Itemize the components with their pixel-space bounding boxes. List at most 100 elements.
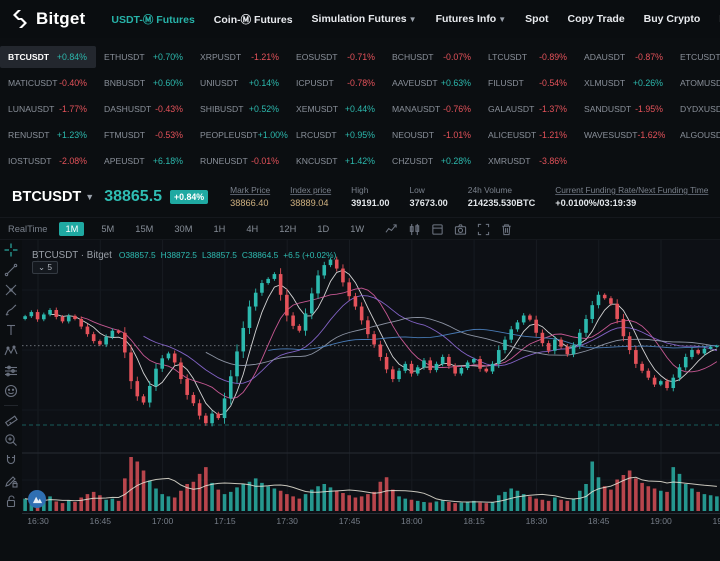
xabcd-pattern-icon[interactable] [3,343,19,359]
ticker-bchusdt[interactable]: BCHUSDT -0.07% [384,46,480,68]
ruler-icon[interactable] [3,412,19,428]
ticker-lrcusdt[interactable]: LRCUSDT +0.95% [288,124,384,146]
ticker-iostusdt[interactable]: IOSTUSDT -2.08% [0,150,96,172]
ticker-apeusdt[interactable]: APEUSDT +6.18% [96,150,192,172]
unlock-all-icon[interactable] [3,493,19,509]
nav-item-futures-info[interactable]: Futures Info ▼ [435,13,507,25]
ticker-symbol: MATICUSDT [8,78,58,88]
fullscreen-icon[interactable] [477,223,490,236]
ticker-change: -0.07% [443,52,471,62]
brush-icon[interactable] [3,302,19,318]
timeframe-1h[interactable]: 1H [213,224,226,234]
delete-icon[interactable] [500,223,513,236]
ticker-wavesusdt[interactable]: WAVESUSDT -1.62% [576,124,672,146]
chart-toolbar-icons [385,223,523,236]
ticker-kncusdt[interactable]: KNCUSDT +1.42% [288,150,384,172]
ticker-peopleusdt[interactable]: PEOPLEUSDT +1.00% [192,124,288,146]
time-axis[interactable]: 16:30 16:45 17:00 17:15 17:30 17:45 18:00 18:15… [22,513,720,529]
indicators-icon[interactable] [385,223,398,236]
ticker-manausdt[interactable]: MANAUSDT -0.76% [384,98,480,120]
ticker-dashusdt[interactable]: DASHUSDT -0.43% [96,98,192,120]
trend-line-icon[interactable] [3,262,19,278]
nav-item-usdt-futures[interactable]: USDT-Ⓜ Futures [111,13,195,26]
nav-item-spot[interactable]: Spot [525,13,549,25]
ticker-xlmusdt[interactable]: XLMUSDT +0.26% [576,72,672,94]
ticker-aliceusdt[interactable]: ALICEUSDT -1.21% [480,124,576,146]
zoom-in-icon[interactable] [3,432,19,448]
timeframe-15m[interactable]: 15M [135,224,154,234]
time-tick: 16:30 [27,516,49,526]
ticker-shibusdt[interactable]: SHIBUSDT +0.52% [192,98,288,120]
sliders-icon[interactable] [3,363,19,379]
ticker-symbol: DYDXUSDT [680,104,720,114]
ticker-sandusdt[interactable]: SANDUSDT -1.95% [576,98,672,120]
ticker-change: -0.71% [347,52,375,62]
emoji-icon[interactable] [3,383,19,399]
bitget-logo[interactable]: Bitget [10,9,85,29]
ticker-algousdt[interactable]: ALGOUSDT [672,124,720,146]
ticker-change: -0.78% [347,78,375,88]
chevron-down-icon[interactable]: ▼ [85,191,95,202]
ticker-xmrusdt[interactable]: XMRUSDT -3.86% [480,150,576,172]
stat-value: 39191.00 [351,198,390,208]
ticker-row: IOSTUSDT -2.08% APEUSDT +6.18% RUNEUSDT -0.01… [0,148,720,174]
ticker-atomusdt[interactable]: ATOMUSDT [672,72,720,94]
ticker-ltcusdt[interactable]: LTCUSDT -0.89% [480,46,576,68]
candlestick-chart[interactable]: BTCUSDT · Bitget O38857.5 H38872.5 L38857.… [22,240,720,513]
timeframe-1m[interactable]: 1M [59,222,85,236]
brand-name: Bitget [36,9,86,28]
chart-watermark-logo[interactable] [28,490,46,508]
time-tick: 18:30 [525,516,548,526]
ticker-chzusdt[interactable]: CHZUSDT +0.28% [384,150,480,172]
magnet-icon[interactable] [3,453,19,469]
nav-item-coin-futures[interactable]: Coin-Ⓜ Futures [213,13,293,26]
ticker-symbol: XEMUSDT [296,104,339,114]
timeframe-12h[interactable]: 12H [279,224,297,234]
ticker-renusdt[interactable]: RENUSDT +1.23% [0,124,96,146]
pair-selector[interactable]: BTCUSDT [12,188,82,205]
nav-item-simulation-futures[interactable]: Simulation Futures ▼ [311,13,417,25]
ticker-eosusdt[interactable]: EOSUSDT -0.71% [288,46,384,68]
ticker-ethusdt[interactable]: ETHUSDT +0.70% [96,46,192,68]
ticker-adausdt[interactable]: ADAUSDT -0.87% [576,46,672,68]
ticker-ftmusdt[interactable]: FTMUSDT -0.53% [96,124,192,146]
candle-style-icon[interactable] [408,223,421,236]
nav-item-buy-crypto[interactable]: Buy Crypto [643,13,701,25]
ticker-aaveusdt[interactable]: AAVEUSDT +0.63% [384,72,480,94]
ticker-filusdt[interactable]: FILUSDT -0.54% [480,72,576,94]
stat-value: +0.0100%/03:19:39 [555,198,637,208]
ticker-neousdt[interactable]: NEOUSDT -1.01% [384,124,480,146]
ticker-maticusdt[interactable]: MATICUSDT -0.40% [0,72,96,94]
gann-fib-icon[interactable] [3,282,19,298]
text-icon[interactable] [3,323,19,339]
timeframe-5m[interactable]: 5M [101,224,115,234]
ticker-btcusdt[interactable]: BTCUSDT +0.84% [0,46,96,68]
timeframe-1w[interactable]: 1W [350,224,365,234]
ticker-xemusdt[interactable]: XEMUSDT +0.44% [288,98,384,120]
ticker-symbol: PEOPLEUSDT [200,130,258,140]
stat-current-funding-rate-next-funding-time: Current Funding Rate/Next Funding Time +0… [555,185,708,208]
ticker-bnbusdt[interactable]: BNBUSDT +0.60% [96,72,192,94]
indicators-collapsed-chip[interactable]: ⌄ 5 [32,261,59,274]
timeframe-1d[interactable]: 1D [317,224,330,234]
timeframe-4h[interactable]: 4H [246,224,259,234]
draw-lock-icon[interactable] [3,473,19,489]
ticker-galausdt[interactable]: GALAUSDT -1.37% [480,98,576,120]
nav-item-copy-trade[interactable]: Copy Trade [567,13,625,25]
crosshair-icon[interactable] [3,242,19,258]
ticker-xrpusdt[interactable]: XRPUSDT -1.21% [192,46,288,68]
realtime-button[interactable]: RealTime [8,224,48,234]
save-layout-icon[interactable] [431,223,444,236]
ticker-dydxusdt[interactable]: DYDXUSDT [672,98,720,120]
time-tick: 19:15 [712,516,720,526]
chart-canvas[interactable] [22,240,720,513]
timeframe-30m[interactable]: 30M [174,224,193,234]
ticker-lunausdt[interactable]: LUNAUSDT -1.77% [0,98,96,120]
ticker-etcusdt[interactable]: ETCUSDT [672,46,720,68]
ticker-runeusdt[interactable]: RUNEUSDT -0.01% [192,150,288,172]
ticker-icpusdt[interactable]: ICPUSDT -0.78% [288,72,384,94]
ticker-symbol: ALICEUSDT [488,130,537,140]
ticker-uniusdt[interactable]: UNIUSDT +0.14% [192,72,288,94]
camera-icon[interactable] [454,223,467,236]
ticker-symbol: APEUSDT [104,156,145,166]
